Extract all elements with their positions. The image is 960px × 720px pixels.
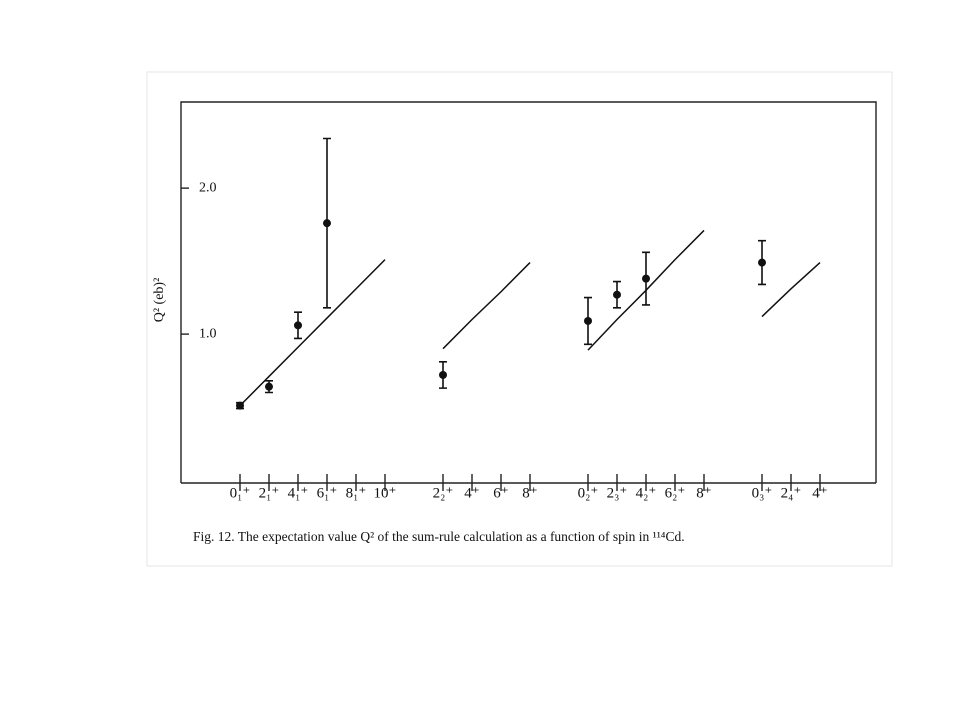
x-tick-label: 0₂⁺ (578, 485, 599, 501)
x-tick-label: 4₁⁺ (288, 485, 309, 501)
data-point (642, 274, 650, 283)
x-tick-label: 6₁⁺ (317, 485, 338, 501)
x-tick-label: 8₁⁺ (346, 485, 367, 501)
y-axis-label: Q² (eb)² (152, 278, 167, 323)
x-tick-label: 10⁺ (374, 485, 397, 501)
x-tick-label: 4⁺ (464, 485, 479, 501)
x-tick-label: 0₃⁺ (752, 485, 773, 501)
plot-frame (180, 101, 877, 483)
data-point (294, 321, 302, 330)
x-tick-label: 4₂⁺ (636, 485, 657, 501)
x-tick-label: 2₂⁺ (433, 485, 454, 501)
y-tick-label: 1.0 (199, 326, 217, 341)
calculation-line (239, 229, 821, 407)
data-point (613, 290, 621, 299)
data-point (758, 258, 766, 267)
y-tick-label: 2.0 (199, 180, 217, 195)
x-tick-label: 4⁺ (812, 485, 827, 501)
x-tick-label: 0₁⁺ (230, 485, 251, 501)
data-point (439, 370, 447, 379)
caption: Fig. 12. The expectation value Q² of the… (193, 529, 685, 544)
x-tick-label: 2₃⁺ (607, 485, 628, 501)
data-point (265, 382, 273, 391)
x-tick-label: 6⁺ (493, 485, 508, 501)
x-tick-label: 6₂⁺ (665, 485, 686, 501)
x-tick-label: 8⁺ (696, 485, 711, 501)
x-tick-label: 2₁⁺ (259, 485, 280, 501)
x-tick-label: 8⁺ (522, 485, 537, 501)
x-tick-label: 2₄⁺ (781, 485, 802, 501)
data-point (323, 219, 331, 228)
data-point (584, 316, 592, 325)
